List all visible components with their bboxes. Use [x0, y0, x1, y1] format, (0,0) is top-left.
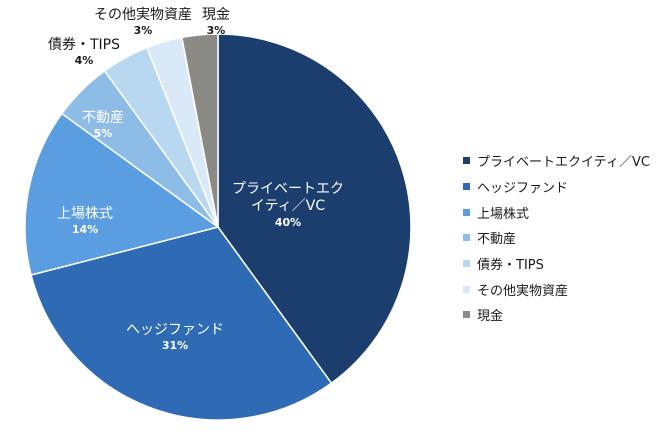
- legend-label: 上場株式: [477, 206, 530, 222]
- legend-item: 債券・TIPS: [463, 251, 650, 277]
- legend-item: その他実物資産: [463, 276, 650, 302]
- legend-swatch: [463, 260, 470, 268]
- legend-item: ヘッジファンド: [463, 174, 650, 200]
- legend-label: 不動産: [477, 232, 517, 248]
- legend-swatch: [463, 157, 470, 165]
- legend-swatch: [463, 311, 470, 319]
- slice-value-label: 3%: [206, 24, 226, 37]
- legend-swatch: [463, 285, 470, 293]
- slice-category-label: 不動産: [82, 109, 124, 126]
- slice-value-label: 31%: [161, 339, 189, 352]
- legend-label: 現金: [477, 309, 504, 325]
- slice-value-label: 40%: [274, 215, 302, 229]
- slice-label-0: プライベートエク イティ／VC 40%: [232, 181, 344, 230]
- legend-label: ヘッジファンド: [477, 181, 569, 197]
- legend-label: その他実物資産: [477, 283, 569, 299]
- legend: プライベートエクイティ／VC ヘッジファンド 上場株式不動産債券・TIPS その他実物…: [463, 148, 650, 328]
- legend-item: プライベートエクイティ／VC: [463, 148, 650, 174]
- legend-item: 現金: [463, 302, 650, 328]
- legend-item: 不動産: [463, 225, 650, 251]
- slice-label-2: 上場株式 14%: [57, 206, 113, 237]
- pie-slice-2: [24, 112, 220, 276]
- legend-swatch: [463, 183, 470, 191]
- slice-label-5: その他実物資産 3%: [94, 7, 192, 38]
- legend-swatch: [463, 234, 470, 242]
- slice-category-label: 上場株式: [57, 205, 113, 222]
- slice-category-label: プライベートエク イティ／VC: [232, 180, 344, 215]
- slice-label-1: ヘッジファンド 31%: [126, 322, 224, 353]
- slice-category-label: ヘッジファンド: [126, 321, 224, 338]
- slice-value-label: 4%: [74, 54, 94, 67]
- slice-label-3: 不動産 5%: [82, 110, 124, 141]
- pie-slice-6: [180, 33, 219, 228]
- pie-slice-0: [217, 33, 412, 385]
- slice-value-label: 14%: [71, 223, 99, 236]
- slice-category-label: その他実物資産: [94, 6, 192, 23]
- slice-label-4: 債券・TIPS 4%: [48, 37, 120, 68]
- slice-category-label: 現金: [202, 6, 230, 23]
- slice-category-label: 債券・TIPS: [48, 36, 121, 53]
- legend-swatch: [463, 208, 470, 216]
- legend-item: 上場株式: [463, 199, 650, 225]
- slice-value-label: 5%: [93, 127, 113, 140]
- legend-label: 債券・TIPS: [477, 258, 544, 274]
- slice-label-6: 現金 3%: [202, 7, 230, 38]
- legend-label: プライベートエクイティ／VC: [477, 155, 650, 171]
- pie-slice-1: [30, 226, 333, 421]
- slice-value-label: 3%: [133, 24, 153, 37]
